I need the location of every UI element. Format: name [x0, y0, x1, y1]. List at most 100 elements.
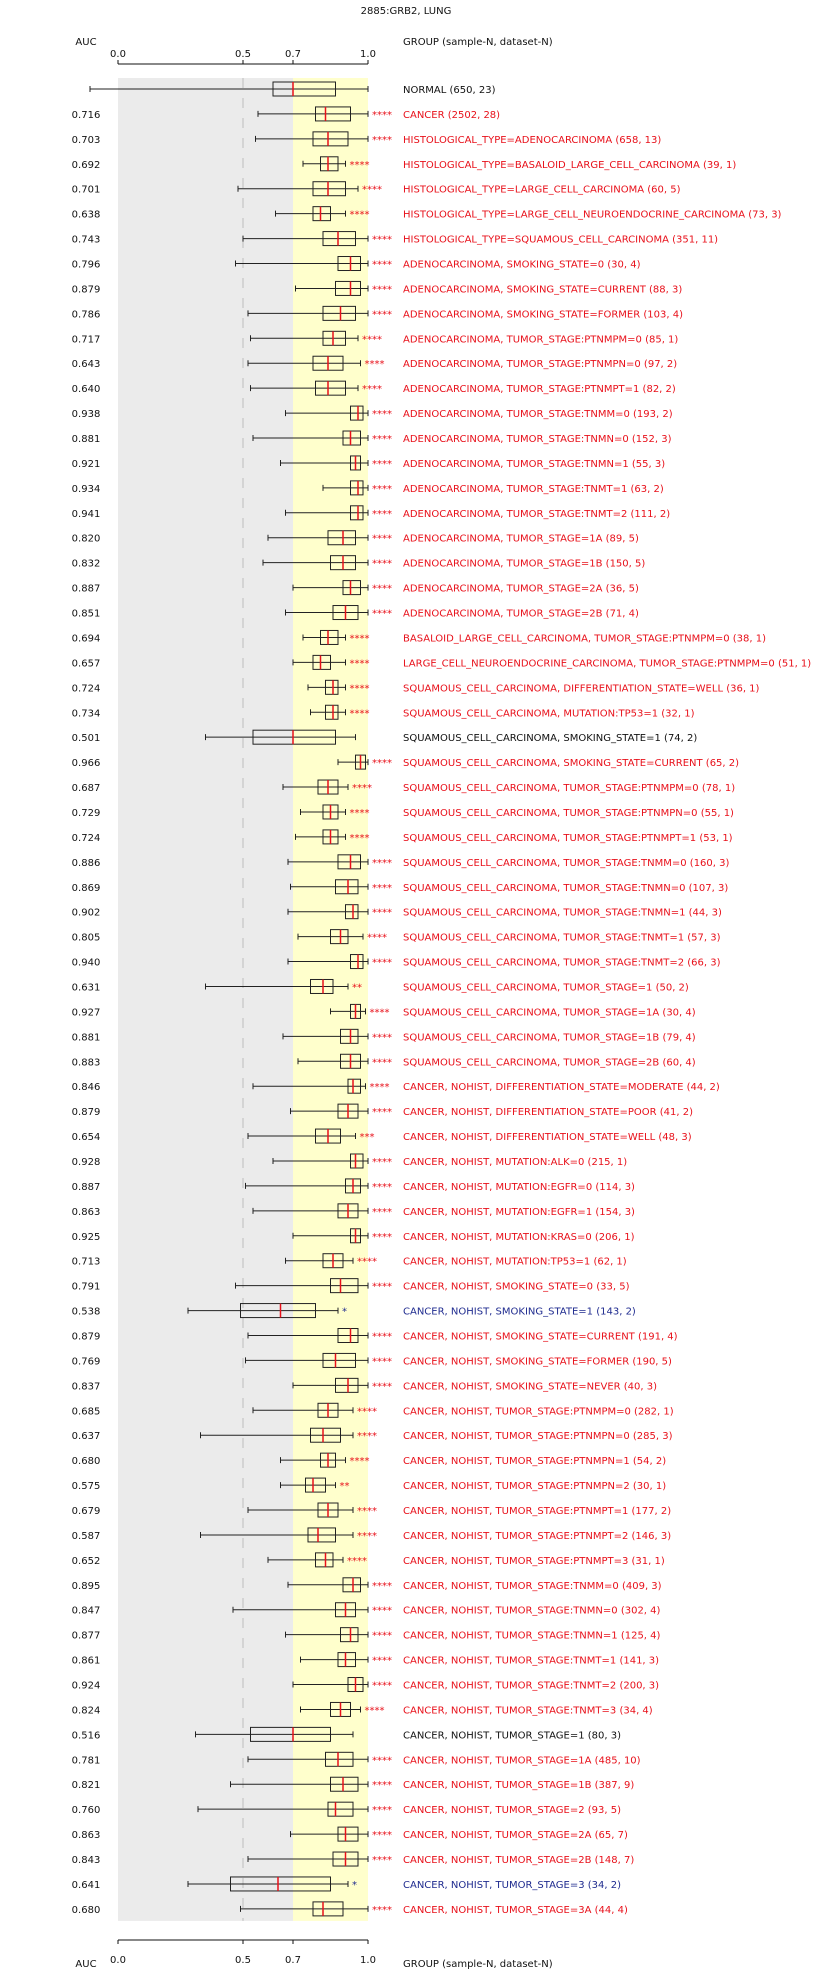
iqr-box [310, 1427, 341, 1443]
significance-stars: **** [357, 1431, 377, 1442]
auc-value: 0.703 [72, 135, 101, 146]
box-row [290, 1826, 369, 1842]
box-row [287, 854, 369, 870]
auc-value: 0.820 [72, 534, 101, 545]
group-label: SQUAMOUS_CELL_CARCINOMA, TUMOR_STAGE:TNM… [403, 908, 722, 919]
significance-stars: **** [365, 1705, 385, 1716]
iqr-box [342, 1577, 361, 1593]
auc-value: 0.654 [72, 1132, 101, 1143]
iqr-box [315, 1552, 334, 1568]
group-label: CANCER, NOHIST, TUMOR_STAGE:PTNMPN=0 (28… [403, 1431, 673, 1442]
group-label: SQUAMOUS_CELL_CARCINOMA, TUMOR_STAGE:PTN… [403, 808, 734, 819]
significance-stars: **** [357, 1531, 377, 1542]
box-row [200, 1427, 354, 1443]
auc-value: 0.694 [72, 633, 101, 644]
box-row [267, 1552, 344, 1568]
iqr-box [342, 580, 361, 596]
group-label: LARGE_CELL_NEUROENDOCRINE_CARCINOMA, TUM… [403, 658, 811, 669]
iqr-box [327, 530, 356, 546]
box-row [302, 156, 346, 172]
group-label: ADENOCARCINOMA, TUMOR_STAGE:TNMT=1 (63, … [403, 484, 664, 495]
group-label: CANCER, NOHIST, TUMOR_STAGE=2 (93, 5) [403, 1805, 621, 1816]
group-label: ADENOCARCINOMA, TUMOR_STAGE=2B (71, 4) [403, 609, 639, 620]
box-row [247, 1851, 369, 1867]
auc-value: 0.587 [72, 1531, 101, 1542]
iqr-box [322, 1352, 356, 1368]
auc-value: 0.879 [72, 1332, 101, 1343]
significance-stars: **** [357, 1406, 377, 1417]
iqr-box [337, 1652, 356, 1668]
significance-stars: **** [372, 1780, 392, 1791]
significance-stars: *** [360, 1132, 375, 1143]
group-label: CANCER, NOHIST, TUMOR_STAGE:PTNMPN=1 (54… [403, 1456, 666, 1467]
group-label: SQUAMOUS_CELL_CARCINOMA, TUMOR_STAGE:PTN… [403, 783, 735, 794]
box-row [330, 1003, 366, 1019]
iqr-box [335, 280, 361, 296]
box-row [267, 530, 369, 546]
group-label: NORMAL (650, 23) [403, 85, 496, 96]
significance-stars: **** [350, 808, 370, 819]
group-label: CANCER, NOHIST, DIFFERENTIATION_STATE=PO… [403, 1107, 693, 1118]
group-label: ADENOCARCINOMA, TUMOR_STAGE=1B (150, 5) [403, 559, 645, 570]
group-label: CANCER, NOHIST, TUMOR_STAGE:PTNMPN=2 (30… [403, 1481, 666, 1492]
significance-stars: **** [372, 1032, 392, 1043]
significance-stars: **** [372, 434, 392, 445]
box-row [247, 1128, 356, 1144]
box-row [245, 1178, 369, 1194]
group-label: HISTOLOGICAL_TYPE=LARGE_CELL_CARCINOMA (… [403, 185, 681, 196]
box-row [250, 330, 359, 346]
group-label: ADENOCARCINOMA, TUMOR_STAGE:TNMM=0 (193,… [403, 409, 673, 420]
significance-stars: **** [372, 1282, 392, 1293]
box-row [250, 380, 359, 396]
significance-stars: **** [372, 110, 392, 121]
box-row [287, 904, 369, 920]
group-label: SQUAMOUS_CELL_CARCINOMA, TUMOR_STAGE=1A … [403, 1007, 696, 1018]
box-row [290, 879, 369, 895]
auc-value: 0.832 [72, 559, 101, 570]
box-row [275, 206, 346, 222]
iqr-box [330, 1776, 359, 1792]
significance-stars: **** [372, 1905, 392, 1916]
group-label: CANCER, NOHIST, TUMOR_STAGE:TNMM=0 (409,… [403, 1581, 662, 1592]
x-tick-label-bottom: 0.0 [110, 1955, 126, 1966]
group-label: HISTOLOGICAL_TYPE=ADENOCARCINOMA (658, 1… [403, 135, 661, 146]
auc-column-header-top: AUC [75, 37, 96, 48]
significance-stars: **** [372, 1157, 392, 1168]
box-row [282, 779, 349, 795]
iqr-box [340, 1028, 359, 1044]
auc-value: 0.734 [72, 708, 101, 719]
significance-stars: **** [372, 1356, 392, 1367]
box-row [257, 106, 369, 122]
auc-value: 0.743 [72, 235, 101, 246]
auc-value: 0.821 [72, 1780, 101, 1791]
auc-value: 0.652 [72, 1556, 101, 1567]
significance-stars: ** [340, 1481, 350, 1492]
group-label: SQUAMOUS_CELL_CARCINOMA, TUMOR_STAGE:TNM… [403, 933, 721, 944]
significance-stars: **** [350, 210, 370, 221]
box-row [235, 256, 369, 272]
group-label: CANCER, NOHIST, TUMOR_STAGE:PTNMPT=3 (31… [403, 1556, 665, 1567]
significance-stars: **** [372, 1681, 392, 1692]
box-row [287, 954, 369, 970]
box-row [292, 1677, 369, 1693]
box-row [247, 355, 361, 371]
group-label: CANCER, NOHIST, MUTATION:EGFR=0 (114, 3) [403, 1182, 635, 1193]
box-row [187, 1303, 339, 1319]
auc-value: 0.692 [72, 160, 101, 171]
group-label: ADENOCARCINOMA, TUMOR_STAGE:TNMT=2 (111,… [403, 509, 670, 520]
box-row [235, 1278, 369, 1294]
box-row [247, 1502, 354, 1518]
auc-value: 0.934 [72, 484, 101, 495]
group-label: CANCER, NOHIST, TUMOR_STAGE:PTNMPM=0 (28… [403, 1406, 674, 1417]
auc-value: 0.886 [72, 858, 101, 869]
box-row [252, 430, 369, 446]
auc-value: 0.881 [72, 1032, 101, 1043]
plot-background [117, 60, 369, 1944]
group-label: CANCER, NOHIST, TUMOR_STAGE:TNMN=1 (125,… [403, 1631, 661, 1642]
group-label: CANCER, NOHIST, MUTATION:EGFR=1 (154, 3) [403, 1207, 635, 1218]
auc-value: 0.924 [72, 1681, 101, 1692]
box-row [280, 1452, 346, 1468]
significance-stars: **** [372, 858, 392, 869]
group-label: CANCER, NOHIST, DIFFERENTIATION_STATE=WE… [403, 1132, 692, 1143]
significance-stars: **** [367, 933, 387, 944]
